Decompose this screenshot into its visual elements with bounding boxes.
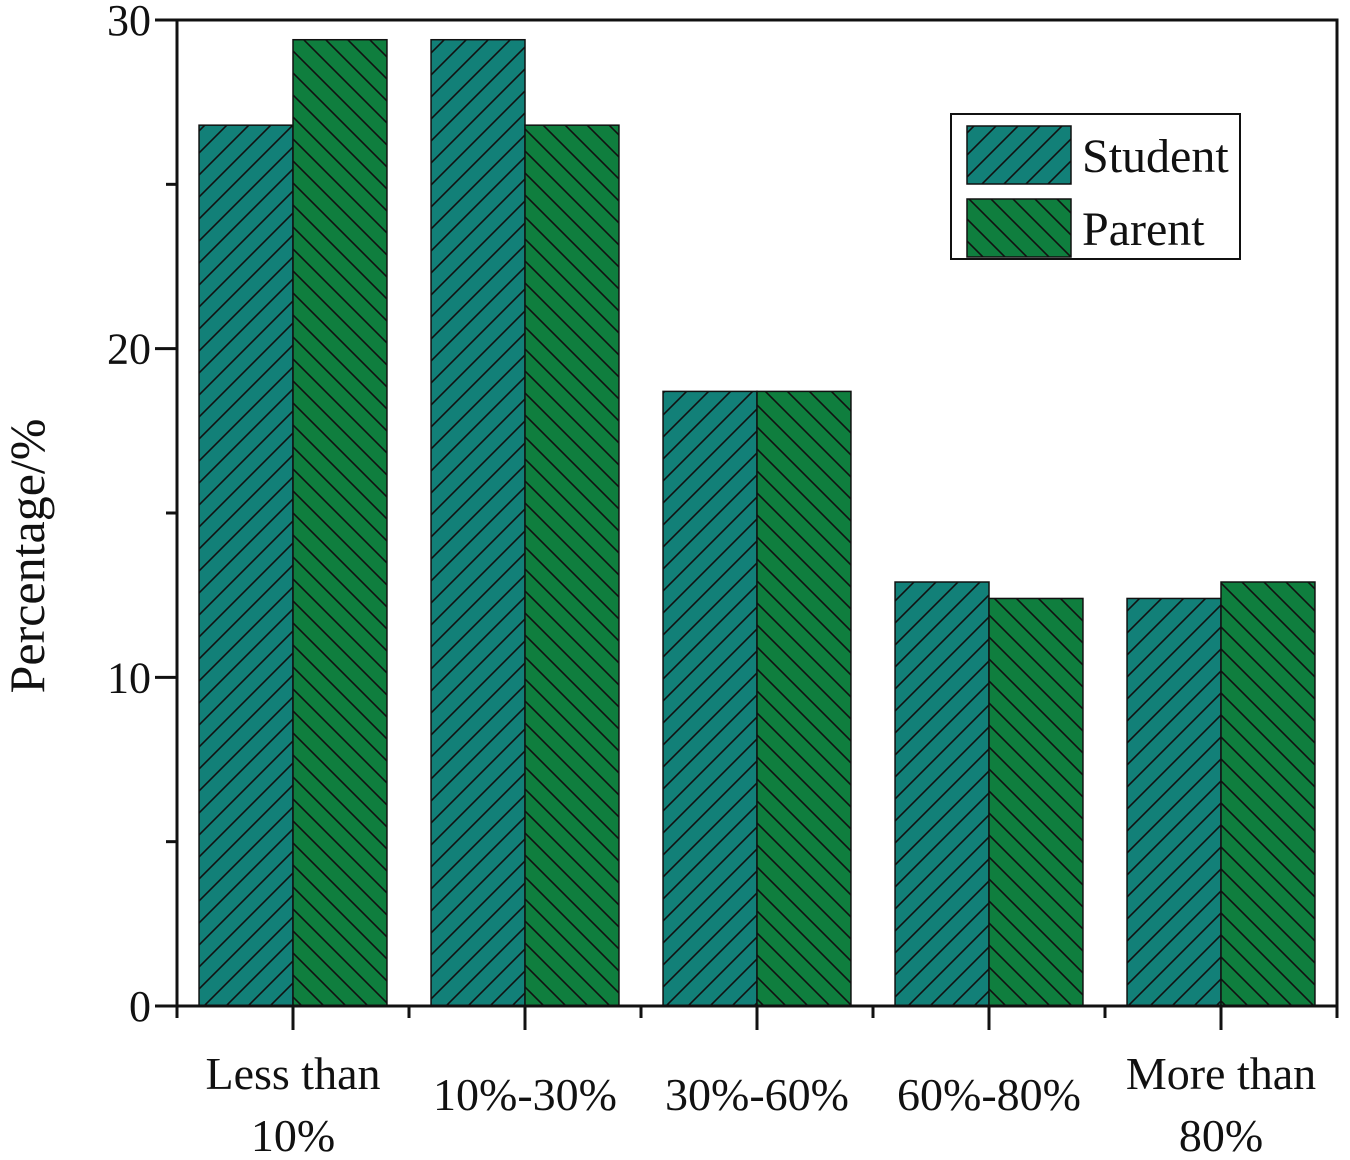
bar-hatch	[199, 125, 293, 1006]
bar-parent-2	[757, 391, 851, 1006]
bar-hatch	[757, 391, 851, 1006]
x-tick-label-line: 60%-80%	[897, 1069, 1081, 1120]
bar-parent-3	[989, 598, 1083, 1006]
bar-student-1	[431, 40, 525, 1006]
x-tick-label: 60%-80%	[897, 1069, 1081, 1120]
legend-swatch	[967, 199, 1071, 257]
bar-hatch	[895, 582, 989, 1006]
legend: Student Parent	[951, 114, 1240, 259]
y-axis: 0 10 20 30	[107, 0, 177, 1031]
bar-parent-4	[1221, 582, 1315, 1006]
legend-item-student: Student	[967, 126, 1229, 184]
x-tick-label-line: 10%	[251, 1110, 335, 1160]
bar-hatch	[293, 40, 387, 1006]
x-tick-label: 10%-30%	[433, 1069, 617, 1120]
x-tick-label-line: Less than	[205, 1048, 380, 1099]
bar-student-4	[1127, 598, 1221, 1006]
x-tick-label-line: 10%-30%	[433, 1069, 617, 1120]
bar-student-3	[895, 582, 989, 1006]
x-tick-label-line: More than	[1126, 1048, 1316, 1099]
y-axis-title: Percentage/%	[0, 419, 55, 694]
x-tick-label: 30%-60%	[665, 1069, 849, 1120]
y-tick-label: 0	[129, 982, 151, 1031]
bar-student-0	[199, 125, 293, 1006]
y-tick-label: 10	[107, 653, 151, 702]
legend-label: Parent	[1082, 203, 1205, 256]
legend-swatch	[967, 126, 1071, 184]
bar-hatch	[663, 391, 757, 1006]
x-tick-label-line: 80%	[1179, 1110, 1263, 1160]
x-tick-label-line: 30%-60%	[665, 1069, 849, 1120]
bar-hatch	[1221, 582, 1315, 1006]
y-tick-label: 20	[107, 325, 151, 374]
bar-student-2	[663, 391, 757, 1006]
bar-hatch	[989, 598, 1083, 1006]
bar-parent-0	[293, 40, 387, 1006]
legend-label: Student	[1082, 130, 1229, 183]
bar-parent-1	[525, 125, 619, 1006]
x-tick-label: Less than 10%	[205, 1048, 380, 1160]
y-tick-label: 30	[107, 0, 151, 45]
bar-hatch	[431, 40, 525, 1006]
bar-hatch	[525, 125, 619, 1006]
legend-item-parent: Parent	[967, 199, 1205, 257]
x-tick-label: More than 80%	[1126, 1048, 1316, 1160]
bar-hatch	[1127, 598, 1221, 1006]
x-axis: Less than 10% 10%-30% 30%-60% 60%-80% More th…	[177, 1006, 1337, 1160]
